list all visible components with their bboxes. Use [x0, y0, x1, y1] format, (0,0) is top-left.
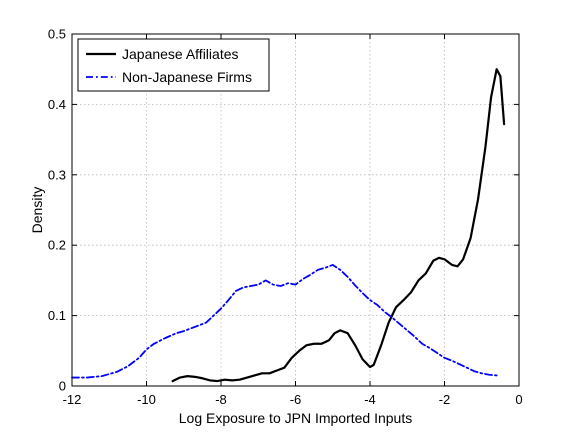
legend-label: Japanese Affiliates [122, 46, 239, 62]
x-tick-label: -12 [63, 392, 82, 407]
axis-ticks: -12 -10 -8 -6 -4 -2 0 0 0.1 0.2 0.3 0.4 0.5 [48, 27, 523, 408]
y-tick-label: 0.1 [48, 308, 66, 323]
x-tick-label: -6 [290, 392, 302, 407]
y-tick-label: 0 [59, 379, 66, 394]
y-tick-label: 0.3 [48, 167, 66, 182]
x-tick-label: -4 [364, 392, 376, 407]
x-axis-label: Log Exposure to JPN Imported Inputs [179, 410, 412, 426]
y-tick-label: 0.5 [48, 27, 66, 42]
x-tick-label: -10 [137, 392, 156, 407]
y-tick-label: 0.2 [48, 238, 66, 253]
grid [72, 34, 519, 386]
x-tick-label: -2 [439, 392, 451, 407]
series-line-2 [71, 264, 498, 379]
series-line-1 [171, 68, 506, 383]
series-lines [71, 68, 506, 383]
legend-box [77, 38, 270, 92]
legend: Japanese Affiliates Non-Japanese Firms [77, 38, 270, 92]
x-tick-label: 0 [515, 392, 522, 407]
x-tick-label: -8 [215, 392, 227, 407]
y-axis-label: Density [29, 187, 45, 234]
y-tick-label: 0.4 [48, 97, 66, 112]
legend-label: Non-Japanese Firms [122, 69, 252, 85]
